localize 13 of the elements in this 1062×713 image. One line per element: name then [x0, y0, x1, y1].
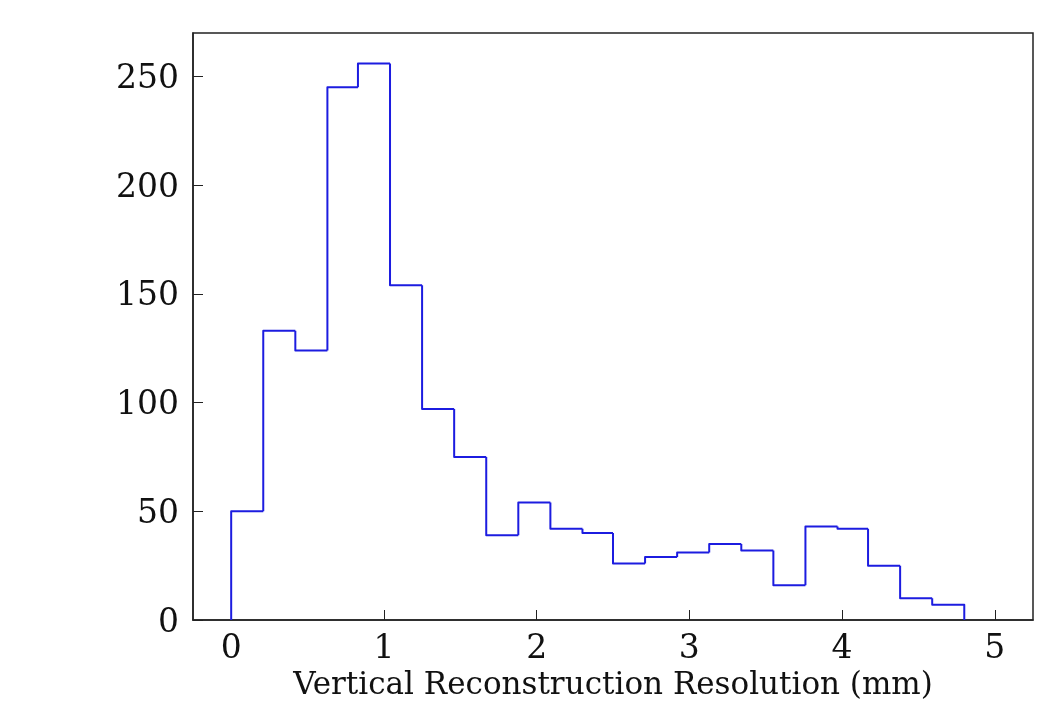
y-tick-label: 150: [116, 274, 179, 314]
x-tick-label: 2: [526, 627, 548, 666]
x-tick-label: 1: [373, 627, 395, 666]
y-tick-label: 0: [158, 600, 179, 640]
y-tick-label: 100: [116, 383, 179, 423]
x-tick-label: 0: [220, 627, 242, 666]
y-tick-label: 50: [137, 491, 179, 531]
y-tick-label: 200: [116, 165, 179, 205]
y-tick-label: 250: [116, 56, 179, 96]
x-axis-title: Vertical Reconstruction Resolution (mm): [292, 665, 933, 702]
x-tick-label: 3: [678, 627, 700, 666]
x-tick-label: 4: [831, 627, 853, 666]
x-tick-label: 5: [984, 627, 1006, 666]
